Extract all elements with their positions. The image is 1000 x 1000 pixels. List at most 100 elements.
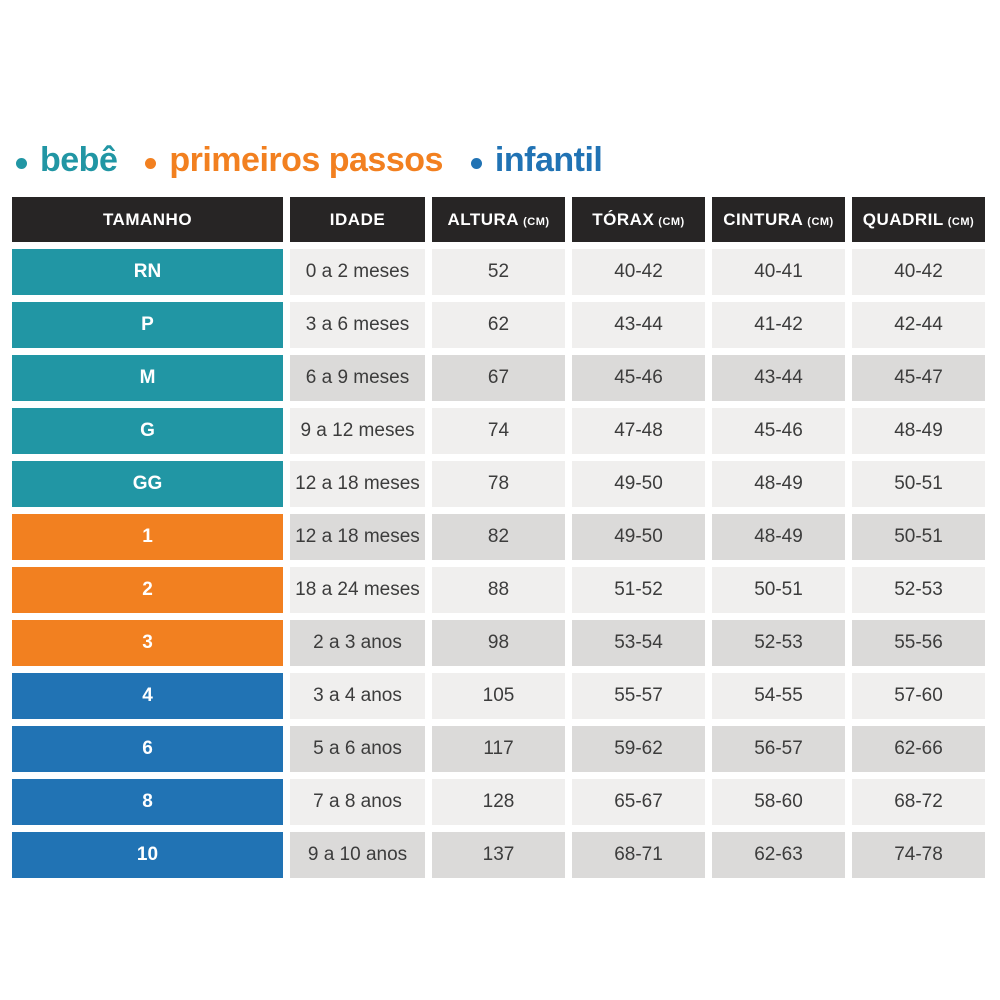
size-cell: 6 [12,726,283,772]
bullet-dot-icon [16,157,27,169]
hip-cell: 50-51 [852,461,985,507]
age-cell: 12 a 18 meses [290,514,425,560]
age-cell: 2 a 3 anos [290,620,425,666]
size-cell: 1 [12,514,283,560]
bullet-dot-icon [145,157,157,169]
age-cell: 9 a 10 anos [290,832,425,878]
age-cell: 3 a 6 meses [290,302,425,348]
chest-cell: 45-46 [572,355,705,401]
legend-item-primeiros-passos: primeiros passos [145,141,443,180]
column-header-torax: TÓRAX (CM) [572,197,705,242]
height-cell: 137 [432,832,565,878]
column-header-label: TAMANHO [102,210,193,229]
column-header-unit: (CM) [658,216,685,228]
age-cell: 0 a 2 meses [290,249,425,295]
waist-cell: 50-51 [712,567,845,613]
age-cell: 7 a 8 anos [290,779,425,825]
chest-cell: 53-54 [572,620,705,666]
size-cell: 3 [12,620,283,666]
height-cell: 52 [432,249,565,295]
size-cell: P [12,302,283,348]
column-header-unit: (CM) [947,216,975,228]
column-header-label: CINTURA [723,210,804,229]
column-header-quadril: QUADRIL (CM) [852,197,985,242]
legend-label: bebê [40,141,118,179]
height-cell: 105 [432,673,565,719]
waist-cell: 43-44 [712,355,845,401]
waist-cell: 62-63 [712,832,845,878]
chest-cell: 59-62 [572,726,705,772]
hip-cell: 40-42 [852,249,985,295]
column-header-cintura: CINTURA (CM) [712,197,845,242]
size-cell: 8 [12,779,283,825]
hip-cell: 57-60 [852,673,985,719]
height-cell: 98 [432,620,565,666]
column-header-unit: (CM) [807,216,834,228]
chest-cell: 65-67 [572,779,705,825]
size-cell: M [12,355,283,401]
age-cell: 6 a 9 meses [290,355,425,401]
hip-cell: 45-47 [852,355,985,401]
chest-cell: 49-50 [572,461,705,507]
column-header-tamanho: TAMANHO [12,197,283,242]
column-header-label: QUADRIL [862,210,944,229]
age-cell: 9 a 12 meses [290,408,425,454]
waist-cell: 40-41 [712,249,845,295]
waist-cell: 48-49 [712,514,845,560]
chest-cell: 55-57 [572,673,705,719]
size-cell: 10 [12,832,283,878]
legend-label: infantil [494,141,603,179]
hip-cell: 48-49 [852,408,985,454]
column-header-label: IDADE [329,210,386,229]
size-group-legend: bebê primeiros passos infantil [16,141,603,180]
height-cell: 88 [432,567,565,613]
hip-cell: 52-53 [852,567,985,613]
size-cell: RN [12,249,283,295]
waist-cell: 58-60 [712,779,845,825]
height-cell: 128 [432,779,565,825]
waist-cell: 48-49 [712,461,845,507]
column-header-unit: (CM) [523,216,550,228]
column-header-label: TÓRAX [592,210,655,229]
chest-cell: 40-42 [572,249,705,295]
column-header-altura: ALTURA (CM) [432,197,565,242]
legend-item-bebe: bebê [16,141,118,180]
legend-item-infantil: infantil [470,141,603,180]
chest-cell: 47-48 [572,408,705,454]
column-header-label: ALTURA [447,210,520,229]
size-cell: GG [12,461,283,507]
size-table: TAMANHO IDADE ALTURA (CM) TÓRAX (CM) CINTU… [12,197,985,878]
size-cell: 2 [12,567,283,613]
hip-cell: 62-66 [852,726,985,772]
chest-cell: 49-50 [572,514,705,560]
height-cell: 78 [432,461,565,507]
waist-cell: 54-55 [712,673,845,719]
age-cell: 3 a 4 anos [290,673,425,719]
height-cell: 74 [432,408,565,454]
hip-cell: 50-51 [852,514,985,560]
size-cell: G [12,408,283,454]
hip-cell: 74-78 [852,832,985,878]
legend-label: primeiros passos [169,141,443,179]
hip-cell: 42-44 [852,302,985,348]
hip-cell: 68-72 [852,779,985,825]
age-cell: 5 a 6 anos [290,726,425,772]
chest-cell: 51-52 [572,567,705,613]
size-cell: 4 [12,673,283,719]
height-cell: 117 [432,726,565,772]
chest-cell: 43-44 [572,302,705,348]
hip-cell: 55-56 [852,620,985,666]
bullet-dot-icon [470,157,482,169]
age-cell: 18 a 24 meses [290,567,425,613]
waist-cell: 45-46 [712,408,845,454]
height-cell: 67 [432,355,565,401]
column-header-idade: IDADE [290,197,425,242]
chest-cell: 68-71 [572,832,705,878]
age-cell: 12 a 18 meses [290,461,425,507]
waist-cell: 41-42 [712,302,845,348]
height-cell: 62 [432,302,565,348]
waist-cell: 52-53 [712,620,845,666]
waist-cell: 56-57 [712,726,845,772]
height-cell: 82 [432,514,565,560]
